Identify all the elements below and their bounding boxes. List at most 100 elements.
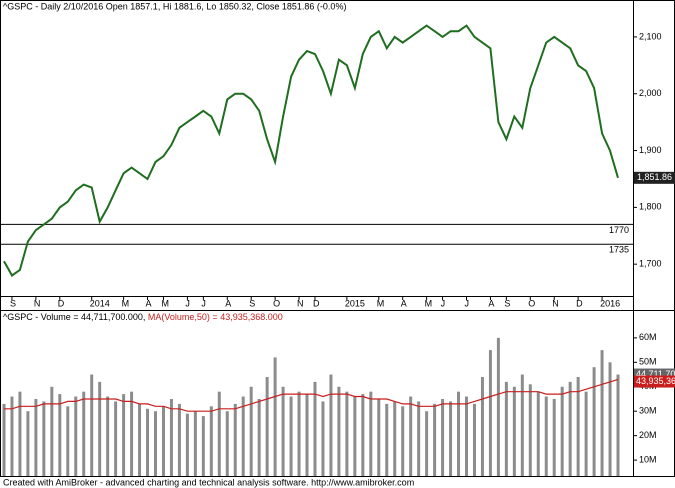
- volume-bar: [520, 374, 524, 476]
- volume-bar: [401, 406, 405, 476]
- x-tick-label: 2016: [600, 298, 620, 308]
- volume-bar: [90, 374, 94, 476]
- x-tick-label: M: [377, 298, 385, 308]
- volume-bar: [281, 386, 285, 476]
- volume-bar: [257, 398, 261, 476]
- x-tick-label: S: [249, 298, 255, 308]
- volume-bar: [50, 386, 54, 476]
- volume-bar: [417, 401, 421, 476]
- volume-bar: [273, 357, 277, 476]
- volume-bar: [161, 406, 165, 476]
- x-tick-label: J: [441, 298, 446, 308]
- volume-last-label: 44,711,70: [636, 369, 675, 379]
- x-tick-label: D: [576, 298, 583, 308]
- x-tick-label: D: [58, 298, 65, 308]
- volume-bar: [217, 391, 221, 476]
- y-tick-label: 60M: [639, 332, 657, 342]
- x-tick-label: M: [161, 298, 169, 308]
- x-tick-label: A: [488, 298, 494, 308]
- x-tick-label: N: [297, 298, 304, 308]
- x-tick-label: 2014: [90, 298, 110, 308]
- volume-bar: [377, 398, 381, 476]
- x-tick-label: O: [273, 298, 280, 308]
- volume-bar: [265, 376, 269, 476]
- y-tick-label: 1,800: [639, 202, 662, 212]
- y-tick-label: 1,700: [639, 259, 662, 269]
- x-tick-label: S: [504, 298, 510, 308]
- volume-bar: [313, 381, 317, 476]
- volume-bar: [106, 396, 110, 476]
- volume-bar: [441, 398, 445, 476]
- volume-bar: [154, 411, 157, 476]
- x-tick-label: S: [10, 298, 16, 308]
- volume-bar: [34, 398, 38, 476]
- volume-bar: [393, 401, 397, 476]
- volume-bar: [480, 376, 484, 476]
- volume-bar: [297, 391, 301, 476]
- volume-bar: [369, 391, 373, 476]
- ma-line: [4, 378, 619, 412]
- volume-bar: [536, 391, 540, 476]
- volume-bar: [177, 403, 181, 476]
- volume-bar: [457, 391, 461, 476]
- x-tick-label: A: [225, 298, 231, 308]
- volume-bar: [528, 384, 532, 476]
- volume-bar: [26, 411, 30, 476]
- volume-bar: [122, 394, 126, 476]
- volume-bar: [98, 381, 102, 476]
- x-tick-label: N: [34, 298, 41, 308]
- volume-bar: [576, 376, 580, 476]
- x-tick-label: A: [146, 298, 152, 308]
- volume-bar: [345, 391, 349, 476]
- volume-bar: [465, 396, 468, 476]
- volume-bar: [42, 401, 46, 476]
- volume-bar: [82, 391, 86, 476]
- volume-bar: [600, 350, 604, 476]
- volume-bar: [361, 394, 365, 476]
- volume-bar: [10, 396, 14, 476]
- x-tick-label: M: [425, 298, 433, 308]
- volume-bar: [616, 374, 620, 476]
- volume-bar: [241, 396, 245, 476]
- x-tick-label: J: [185, 298, 190, 308]
- volume-bar: [193, 411, 197, 476]
- volume-bar: [66, 406, 70, 476]
- volume-bar: [385, 403, 389, 476]
- y-tick-label: 20M: [639, 430, 657, 440]
- y-tick-label: 2,100: [639, 31, 662, 41]
- volume-bar: [74, 396, 78, 476]
- volume-bar: [169, 398, 173, 476]
- volume-bar: [329, 374, 333, 476]
- volume-bar: [496, 337, 500, 476]
- volume-bar: [472, 403, 476, 476]
- reference-label: 1770: [609, 225, 629, 235]
- x-tick-label: M: [122, 298, 130, 308]
- y-tick-label: 10M: [639, 454, 657, 464]
- ma-title-text: MA(Volume,50) = 43,935,368.000: [148, 312, 283, 322]
- volume-bar: [584, 391, 588, 476]
- x-tick-label: J: [201, 298, 206, 308]
- volume-bar: [114, 401, 118, 476]
- reference-label: 1735: [609, 245, 629, 255]
- last-price-label: 1,851.86: [637, 172, 672, 182]
- volume-bar: [201, 416, 205, 476]
- ma-last-box: [634, 375, 675, 388]
- volume-bar: [608, 362, 612, 476]
- x-tick-label: O: [528, 298, 535, 308]
- volume-bar: [488, 350, 492, 476]
- last-price-box: [634, 171, 675, 184]
- price-line: [3, 24, 619, 277]
- volume-bar: [433, 403, 437, 476]
- x-tick-label: 2015: [345, 298, 365, 308]
- volume-bar: [353, 396, 357, 476]
- y-tick-label: 1,900: [639, 145, 662, 155]
- volume-bar: [233, 403, 237, 476]
- y-tick-label: 50M: [639, 357, 657, 367]
- volume-bar: [2, 403, 6, 476]
- volume-bar: [130, 391, 134, 476]
- volume-bar: [289, 396, 293, 476]
- y-tick-label: 30M: [639, 406, 657, 416]
- footer: Created with AmiBroker - advanced charti…: [3, 477, 414, 487]
- chart-title: ^GSPC - Daily 2/10/2016 Open 1857.1, Hi …: [3, 1, 346, 11]
- volume-bar: [504, 381, 508, 476]
